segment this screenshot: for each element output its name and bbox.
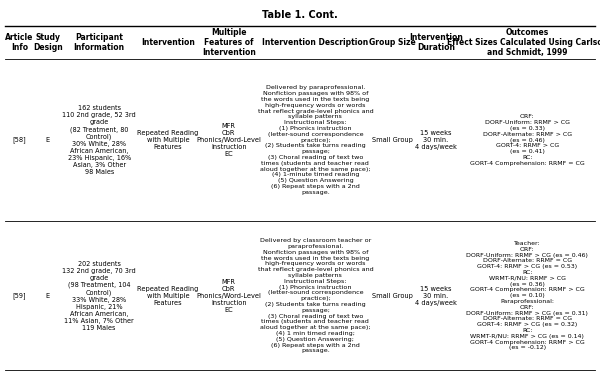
Text: MFR
CbR
Phonics/Word-Level
Instruction
EC: MFR CbR Phonics/Word-Level Instruction E… xyxy=(196,279,261,313)
Text: Intervention
Duration: Intervention Duration xyxy=(409,33,463,52)
Text: 162 students
110 2nd grade, 52 3rd
grade
(82 Treatment, 80
Control)
30% White, 2: 162 students 110 2nd grade, 52 3rd grade… xyxy=(62,105,136,175)
Text: Delivered by classroom teacher or
paraprofessional.
Nonfiction passages with 98%: Delivered by classroom teacher or parapr… xyxy=(257,238,373,353)
Text: Outcomes
Effect Sizes Calculated Using Carlson
and Schmidt, 1999: Outcomes Effect Sizes Calculated Using C… xyxy=(446,28,600,57)
Text: Small Group: Small Group xyxy=(372,293,413,299)
Text: 202 students
132 2nd grade, 70 3rd
grade
(98 Treatment, 104
Control)
33% White, : 202 students 132 2nd grade, 70 3rd grade… xyxy=(62,261,136,331)
Text: 15 weeks
30 min.
4 days/week: 15 weeks 30 min. 4 days/week xyxy=(415,286,457,306)
Text: Teacher:
ORF:
DORF-Uniform: RRMF > CG (es = 0.46)
DORF-Alternate: RRMF = CG
GORT: Teacher: ORF: DORF-Uniform: RRMF > CG (e… xyxy=(466,241,588,350)
Text: Repeated Reading
with Multiple
Features: Repeated Reading with Multiple Features xyxy=(137,130,199,150)
Text: ORF:
DORF-Uniform: RRMF > CG
(es = 0.33)
DORF-Alternate: RRMF > CG
(es = 0.46)
G: ORF: DORF-Uniform: RRMF > CG (es = 0.33)… xyxy=(470,114,584,166)
Text: Delivered by paraprofessional.
Nonfiction passages with 98% of
the words used in: Delivered by paraprofessional. Nonfictio… xyxy=(257,85,373,195)
Text: [58]: [58] xyxy=(13,137,26,144)
Text: E: E xyxy=(46,293,50,299)
Text: Multiple
Features of
Intervention: Multiple Features of Intervention xyxy=(202,28,256,57)
Text: MFR
CbR
Phonics/Word-Level
Instruction
EC: MFR CbR Phonics/Word-Level Instruction E… xyxy=(196,123,261,157)
Text: Article
Info: Article Info xyxy=(5,33,34,52)
Text: Study
Design: Study Design xyxy=(33,33,62,52)
Text: Intervention Description: Intervention Description xyxy=(262,38,368,47)
Text: Participant
Information: Participant Information xyxy=(74,33,125,52)
Text: Intervention: Intervention xyxy=(141,38,195,47)
Text: Table 1. Cont.: Table 1. Cont. xyxy=(262,10,338,20)
Text: [59]: [59] xyxy=(13,292,26,299)
Text: Small Group: Small Group xyxy=(372,137,413,143)
Text: E: E xyxy=(46,137,50,143)
Text: Repeated Reading
with Multiple
Features: Repeated Reading with Multiple Features xyxy=(137,286,199,306)
Text: Group Size: Group Size xyxy=(370,38,416,47)
Text: 15 weeks
30 min.
4 days/week: 15 weeks 30 min. 4 days/week xyxy=(415,130,457,150)
